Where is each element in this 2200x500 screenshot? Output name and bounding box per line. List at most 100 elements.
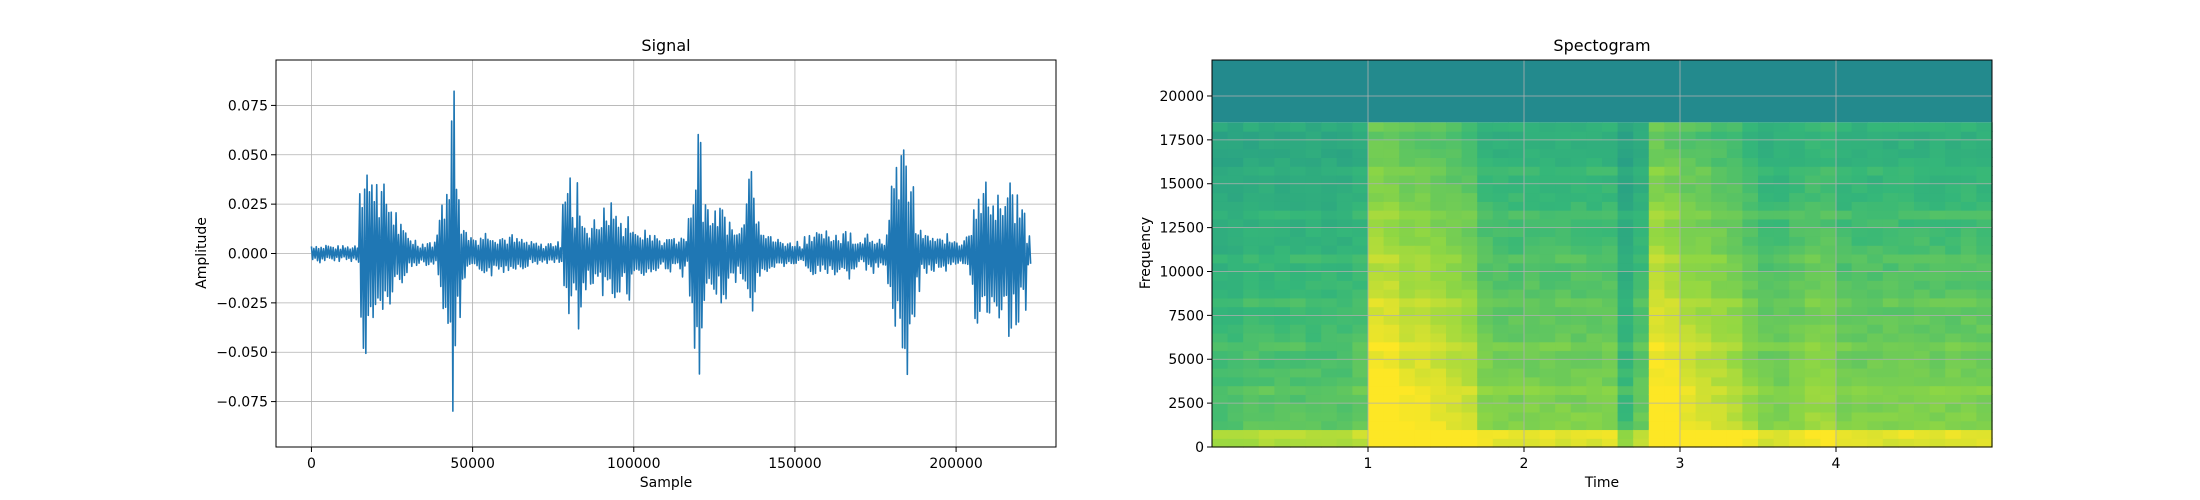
spectrogram-cell bbox=[1617, 245, 1634, 255]
spectrogram-y-tick-label: 7500 bbox=[1168, 308, 1204, 324]
spectrogram-cell bbox=[1352, 210, 1369, 220]
spectrogram-cell bbox=[1851, 376, 1868, 387]
spectrogram-cell bbox=[1336, 403, 1353, 413]
spectrogram-cell bbox=[1539, 174, 1556, 185]
spectrogram-cell bbox=[1726, 201, 1743, 211]
spectrogram-cell bbox=[1648, 289, 1665, 299]
spectrogram-cell bbox=[1648, 174, 1665, 185]
spectrogram-cell bbox=[1274, 332, 1291, 343]
spectrogram-cell bbox=[1945, 201, 1962, 211]
spectrogram-cell bbox=[1570, 157, 1587, 167]
spectrogram-cell bbox=[1664, 157, 1681, 167]
spectrogram-cell bbox=[1602, 368, 1619, 378]
spectrogram-cell bbox=[1414, 139, 1431, 150]
spectrogram-cell bbox=[1898, 245, 1915, 255]
spectrogram-cell bbox=[1414, 341, 1431, 352]
spectrogram-cell bbox=[1274, 253, 1291, 264]
spectrogram-cell bbox=[1742, 174, 1759, 185]
spectrogram-cell bbox=[1446, 218, 1463, 229]
spectrogram-cell bbox=[1539, 271, 1556, 281]
spectrogram-cell bbox=[1695, 350, 1712, 360]
spectrogram-cell bbox=[1976, 368, 1993, 378]
spectrogram-cell bbox=[1258, 236, 1275, 246]
spectrogram-cell bbox=[1726, 183, 1743, 194]
spectrogram-cell bbox=[1680, 420, 1697, 431]
spectrogram-cell bbox=[1820, 174, 1837, 185]
spectrogram-cell bbox=[1446, 368, 1463, 378]
spectrogram-cell bbox=[1586, 201, 1603, 211]
spectrogram-cell bbox=[1524, 429, 1541, 439]
spectrogram-cell bbox=[1446, 139, 1463, 150]
spectrogram-cell bbox=[1461, 174, 1478, 185]
spectrogram-cell bbox=[1305, 245, 1322, 255]
spectrogram-cell bbox=[1477, 166, 1494, 176]
spectrogram-cell bbox=[1290, 385, 1307, 395]
spectrogram-cell bbox=[1383, 174, 1400, 185]
spectrogram-cell bbox=[1274, 122, 1291, 132]
spectrogram-cell bbox=[1851, 394, 1868, 404]
spectrogram-cell bbox=[1524, 236, 1541, 246]
spectrogram-cell bbox=[1617, 218, 1634, 229]
spectrogram-cell bbox=[1804, 201, 1821, 211]
spectrogram-cell bbox=[1882, 315, 1899, 325]
spectrogram-cell bbox=[1711, 420, 1728, 431]
spectrogram-cell bbox=[1555, 210, 1572, 220]
spectrogram-cell bbox=[1352, 262, 1369, 273]
spectrogram-cell bbox=[1773, 236, 1790, 246]
spectrogram-cell bbox=[1492, 201, 1509, 211]
spectrogram-cell bbox=[1414, 332, 1431, 343]
spectrogram-cell bbox=[1258, 332, 1275, 343]
spectrogram-cell bbox=[1336, 350, 1353, 360]
spectrogram-cell bbox=[1524, 122, 1541, 132]
spectrogram-cell bbox=[1446, 429, 1463, 439]
spectrogram-cell bbox=[1539, 166, 1556, 176]
spectrogram-cell bbox=[1524, 183, 1541, 194]
spectrogram-cell bbox=[1290, 297, 1307, 308]
spectrogram-cell bbox=[1414, 122, 1431, 132]
spectrogram-cell bbox=[1758, 271, 1775, 281]
spectrogram-cell bbox=[1399, 332, 1416, 343]
spectrogram-cell bbox=[1321, 174, 1338, 185]
spectrogram-cell bbox=[1274, 236, 1291, 246]
spectrogram-cell bbox=[1555, 289, 1572, 299]
spectrogram-cell bbox=[1960, 368, 1977, 378]
spectrogram-cell bbox=[1227, 341, 1244, 352]
spectrogram-cell bbox=[1243, 201, 1260, 211]
spectrogram-cell bbox=[1539, 315, 1556, 325]
spectrogram-cell bbox=[1492, 376, 1509, 387]
spectrogram-cell bbox=[1258, 280, 1275, 290]
spectrogram-cell bbox=[1555, 174, 1572, 185]
spectrogram-cell bbox=[1336, 183, 1353, 194]
spectrogram-cell bbox=[1383, 350, 1400, 360]
spectrogram-cell bbox=[1664, 262, 1681, 273]
spectrogram-cell bbox=[1336, 245, 1353, 255]
spectrogram-cell bbox=[1368, 174, 1385, 185]
spectrogram-cell bbox=[1570, 385, 1587, 395]
spectrogram-cell bbox=[1508, 341, 1525, 352]
spectrogram-cell bbox=[1243, 192, 1260, 202]
spectrogram-cell bbox=[1414, 148, 1431, 159]
spectrogram-cell bbox=[1352, 183, 1369, 194]
spectrogram-cell bbox=[1258, 271, 1275, 281]
spectrogram-cell bbox=[1212, 227, 1229, 237]
spectrogram-cell bbox=[1773, 271, 1790, 281]
spectrogram-cell bbox=[1352, 403, 1369, 413]
spectrogram-cell bbox=[1758, 122, 1775, 132]
spectrogram-cell bbox=[1539, 376, 1556, 387]
spectrogram-cell bbox=[1742, 289, 1759, 299]
spectrogram-cell bbox=[1680, 271, 1697, 281]
spectrogram-cell bbox=[1399, 139, 1416, 150]
spectrogram-cell bbox=[1352, 341, 1369, 352]
spectrogram-cell bbox=[1524, 245, 1541, 255]
spectrogram-cell bbox=[1336, 271, 1353, 281]
spectrogram-cell bbox=[1851, 227, 1868, 237]
spectrogram-cell bbox=[1368, 420, 1385, 431]
spectrogram-cell bbox=[1383, 201, 1400, 211]
spectrogram-cell bbox=[1711, 297, 1728, 308]
spectrogram-cell bbox=[1867, 131, 1884, 141]
spectrogram-cell bbox=[1555, 139, 1572, 150]
spectrogram-cell bbox=[1617, 280, 1634, 290]
spectrogram-cell bbox=[1726, 148, 1743, 159]
spectrogram-cell bbox=[1524, 139, 1541, 150]
spectrogram-cell bbox=[1695, 429, 1712, 439]
